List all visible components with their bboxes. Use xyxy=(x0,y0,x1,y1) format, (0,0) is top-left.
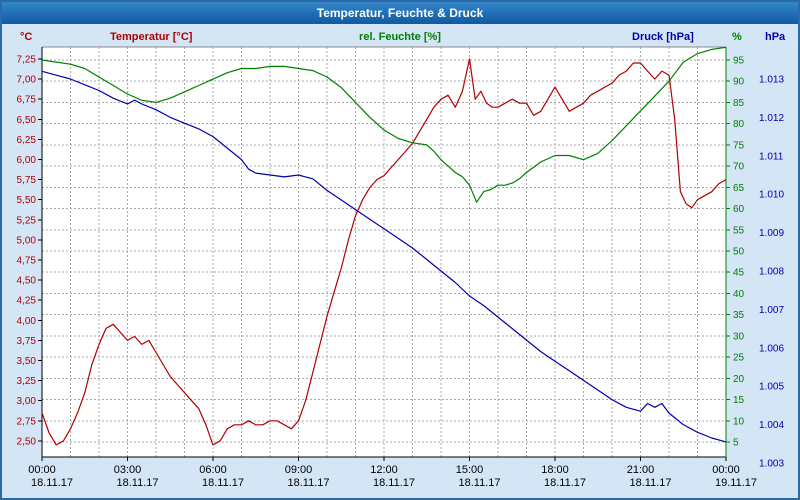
temperature-line xyxy=(41,58,727,446)
svg-text:35: 35 xyxy=(733,310,745,321)
svg-text:18.11.17: 18.11.17 xyxy=(116,477,158,489)
svg-text:18.11.17: 18.11.17 xyxy=(31,477,73,489)
svg-text:18.11.17: 18.11.17 xyxy=(373,477,415,489)
svg-text:18.11.17: 18.11.17 xyxy=(629,477,671,489)
temperature-axis-labels: 7,25 7,00 6,75 6,50 6,25 6,00 5,75 5,50 5,25 5,00… xyxy=(17,55,42,447)
svg-text:85: 85 xyxy=(733,98,745,109)
svg-text:40: 40 xyxy=(733,289,745,300)
svg-text:10: 10 xyxy=(733,416,745,427)
pressure-axis-unit: hPa xyxy=(765,31,786,43)
svg-text:30: 30 xyxy=(733,331,745,342)
svg-text:1.005: 1.005 xyxy=(759,382,784,393)
svg-text:3,75: 3,75 xyxy=(17,336,37,347)
svg-text:18.11.17: 18.11.17 xyxy=(458,477,500,489)
svg-text:00:00: 00:00 xyxy=(712,464,740,476)
svg-text:1.006: 1.006 xyxy=(759,343,784,354)
pressure-series-label: Druck [hPa] xyxy=(632,31,694,43)
svg-text:4,00: 4,00 xyxy=(17,316,37,327)
svg-text:90: 90 xyxy=(733,77,745,88)
svg-text:18.11.17: 18.11.17 xyxy=(544,477,586,489)
svg-text:1.007: 1.007 xyxy=(759,305,784,316)
svg-text:5: 5 xyxy=(733,437,739,448)
svg-text:12:00: 12:00 xyxy=(370,464,398,476)
svg-text:5,75: 5,75 xyxy=(17,175,37,186)
svg-text:6,00: 6,00 xyxy=(17,155,37,166)
svg-text:60: 60 xyxy=(733,204,745,215)
svg-text:7,00: 7,00 xyxy=(17,75,37,86)
svg-text:75: 75 xyxy=(733,140,745,151)
svg-text:3,25: 3,25 xyxy=(17,376,37,387)
svg-text:7,25: 7,25 xyxy=(17,55,37,66)
pressure-axis-labels: 1.013 1.012 1.011 1.010 1.009 1.008 1.007 1.006… xyxy=(759,75,784,470)
svg-text:21:00: 21:00 xyxy=(627,464,655,476)
svg-text:70: 70 xyxy=(733,162,745,173)
svg-text:3,00: 3,00 xyxy=(17,396,37,407)
svg-text:50: 50 xyxy=(733,246,745,257)
svg-text:2,50: 2,50 xyxy=(17,436,37,447)
svg-text:2,75: 2,75 xyxy=(17,416,37,427)
window-title: Temperatur, Feuchte & Druck xyxy=(316,6,484,20)
svg-text:6,75: 6,75 xyxy=(17,95,37,106)
svg-text:1.009: 1.009 xyxy=(759,228,784,239)
humidity-axis-unit: % xyxy=(732,31,742,43)
svg-text:6,25: 6,25 xyxy=(17,135,37,146)
svg-text:15: 15 xyxy=(733,395,745,406)
svg-text:1.012: 1.012 xyxy=(759,113,784,124)
temperature-series-label: Temperatur [°C] xyxy=(110,31,193,43)
svg-text:5,25: 5,25 xyxy=(17,215,37,226)
humidity-line xyxy=(41,46,727,203)
svg-text:03:00: 03:00 xyxy=(114,464,142,476)
humidity-series-label: rel. Feuchte [%] xyxy=(359,31,441,43)
x-axis-labels: 00:0018.11.1703:0018.11.1706:0018.11.170… xyxy=(28,457,757,489)
svg-text:5,50: 5,50 xyxy=(17,195,37,206)
svg-text:25: 25 xyxy=(733,353,745,364)
svg-text:45: 45 xyxy=(733,268,745,279)
svg-text:4,50: 4,50 xyxy=(17,276,37,287)
svg-text:65: 65 xyxy=(733,183,745,194)
svg-text:18.11.17: 18.11.17 xyxy=(202,477,244,489)
svg-text:5,00: 5,00 xyxy=(17,235,37,246)
svg-text:09:00: 09:00 xyxy=(285,464,313,476)
svg-text:55: 55 xyxy=(733,225,745,236)
svg-text:6,50: 6,50 xyxy=(17,115,37,126)
svg-text:00:00: 00:00 xyxy=(28,464,56,476)
svg-text:19.11.17: 19.11.17 xyxy=(715,477,757,489)
svg-text:1.011: 1.011 xyxy=(759,151,784,162)
svg-text:1.004: 1.004 xyxy=(759,420,784,431)
chart-canvas: 7,25 7,00 6,75 6,50 6,25 6,00 5,75 5,50 5,25 5,00… xyxy=(17,46,784,489)
svg-text:80: 80 xyxy=(733,119,745,130)
svg-text:20: 20 xyxy=(733,374,745,385)
pressure-line xyxy=(41,70,727,443)
svg-text:06:00: 06:00 xyxy=(199,464,227,476)
svg-text:3,50: 3,50 xyxy=(17,356,37,367)
temperature-axis-unit: °C xyxy=(20,31,33,43)
svg-text:4,25: 4,25 xyxy=(17,296,37,307)
svg-text:18.11.17: 18.11.17 xyxy=(287,477,329,489)
svg-text:1.003: 1.003 xyxy=(759,459,784,470)
title-bar: Temperatur, Feuchte & Druck xyxy=(2,2,798,24)
svg-text:15:00: 15:00 xyxy=(456,464,484,476)
svg-text:95: 95 xyxy=(733,56,745,67)
humidity-axis-labels: 95 90 85 80 75 70 65 60 55 50 45 40 35 30 25 20 15 10 5 xyxy=(726,56,745,448)
svg-text:4,75: 4,75 xyxy=(17,256,37,267)
svg-text:18:00: 18:00 xyxy=(541,464,569,476)
svg-text:1.008: 1.008 xyxy=(759,267,784,278)
svg-text:1.010: 1.010 xyxy=(759,190,784,201)
svg-text:1.013: 1.013 xyxy=(759,75,784,86)
chart-region: 7,25 7,00 6,75 6,50 6,25 6,00 5,75 5,50 5,25 5,00… xyxy=(4,24,796,496)
